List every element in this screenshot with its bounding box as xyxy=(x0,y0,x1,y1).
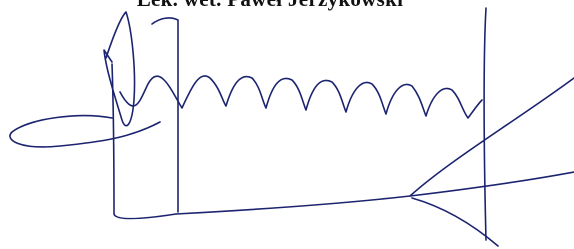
page: Lek. wet. Paweł Jerzykowski xyxy=(0,0,574,249)
signature-left-hook xyxy=(10,116,160,147)
signature-box-left xyxy=(112,64,176,219)
signature-right-stroke xyxy=(484,8,486,240)
signature-base-line xyxy=(176,172,574,214)
signature-left-loop xyxy=(104,12,135,126)
signature-waves xyxy=(120,76,482,118)
signature xyxy=(0,0,574,249)
signature-box-right xyxy=(152,18,178,212)
